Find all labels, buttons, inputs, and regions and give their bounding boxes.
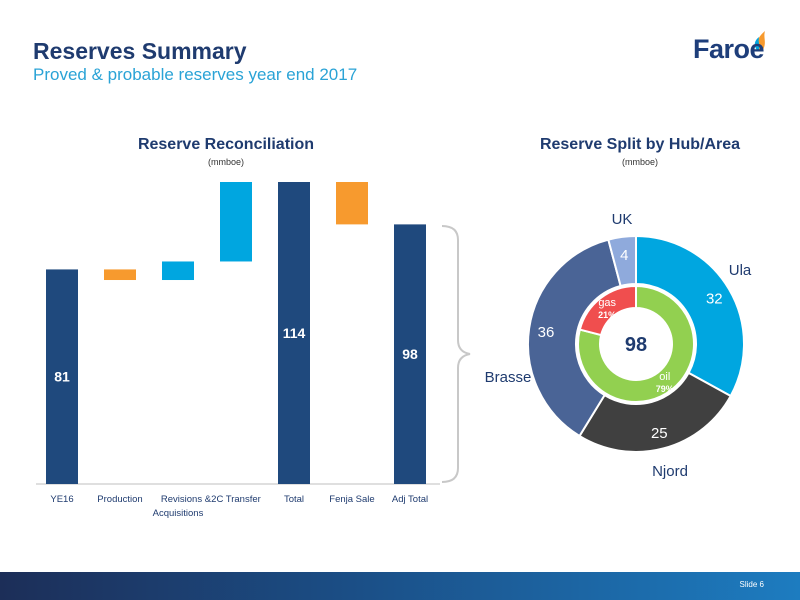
slice-name-label: Brasse — [485, 369, 532, 386]
x-tick-label: Fenja Sale — [329, 494, 374, 505]
slice-value-label: 36 — [538, 324, 555, 341]
x-tick-label: YE16 — [50, 494, 73, 505]
bar-total — [278, 182, 310, 484]
page-title: Reserves Summary — [33, 38, 247, 64]
company-logo: Faroe — [693, 28, 773, 68]
bar-value-label: 114 — [283, 325, 306, 341]
split-unit: (mmboe) — [621, 157, 658, 167]
logo-text: Faroe — [693, 34, 765, 64]
inner-slice-value: 79% — [656, 384, 674, 394]
slice-brasse — [527, 238, 622, 438]
x-tick-label: Adj Total — [392, 494, 428, 505]
slice-name-label: UK — [612, 211, 633, 228]
bar-2c-transfer — [220, 182, 252, 262]
inner-slice-name: gas — [598, 297, 616, 309]
flame-icon — [754, 31, 765, 50]
slice-value-label: 25 — [651, 425, 668, 442]
inner-slice-value: 21% — [598, 310, 616, 320]
x-tick-label: Revisions & Acquisitions — [153, 494, 212, 519]
slice-uk — [607, 234, 637, 288]
bar-ye16 — [46, 269, 78, 484]
slice-gas — [578, 284, 637, 337]
page-subtitle: Proved & probable reserves year end 2017 — [33, 65, 358, 84]
slice-value-label: 4 — [620, 247, 628, 264]
reconciliation-title: Reserve Reconciliation — [137, 136, 315, 153]
bar-value-label: 81 — [54, 369, 70, 385]
bar-revisions-acquisitions — [162, 261, 194, 281]
x-tick-label: Total — [284, 494, 304, 505]
reconciliation-unit: (mmboe) — [207, 157, 244, 167]
x-tick-label: Production — [97, 494, 142, 505]
footer-bar: Slide 6 — [0, 572, 800, 600]
bar-fenja-sale — [336, 182, 368, 225]
slice-njord — [578, 371, 733, 453]
donut-center-total: 98 — [625, 334, 647, 356]
bar-adj-total — [394, 224, 426, 484]
bar-production — [104, 269, 136, 281]
slice-oil — [577, 284, 695, 403]
slice-value-label: 32 — [706, 291, 723, 308]
x-tick-label: 2C Transfer — [211, 494, 261, 505]
bar-value-label: 98 — [402, 346, 418, 362]
slice-name-label: Ula — [729, 262, 752, 279]
slide-number: Slide 6 — [739, 580, 764, 589]
inner-slice-name: oil — [659, 371, 670, 383]
split-title: Reserve Split by Hub/Area — [539, 136, 741, 153]
bracket-connector — [441, 225, 471, 483]
slice-name-label: Njord — [652, 463, 688, 480]
slice-ula — [635, 234, 745, 398]
